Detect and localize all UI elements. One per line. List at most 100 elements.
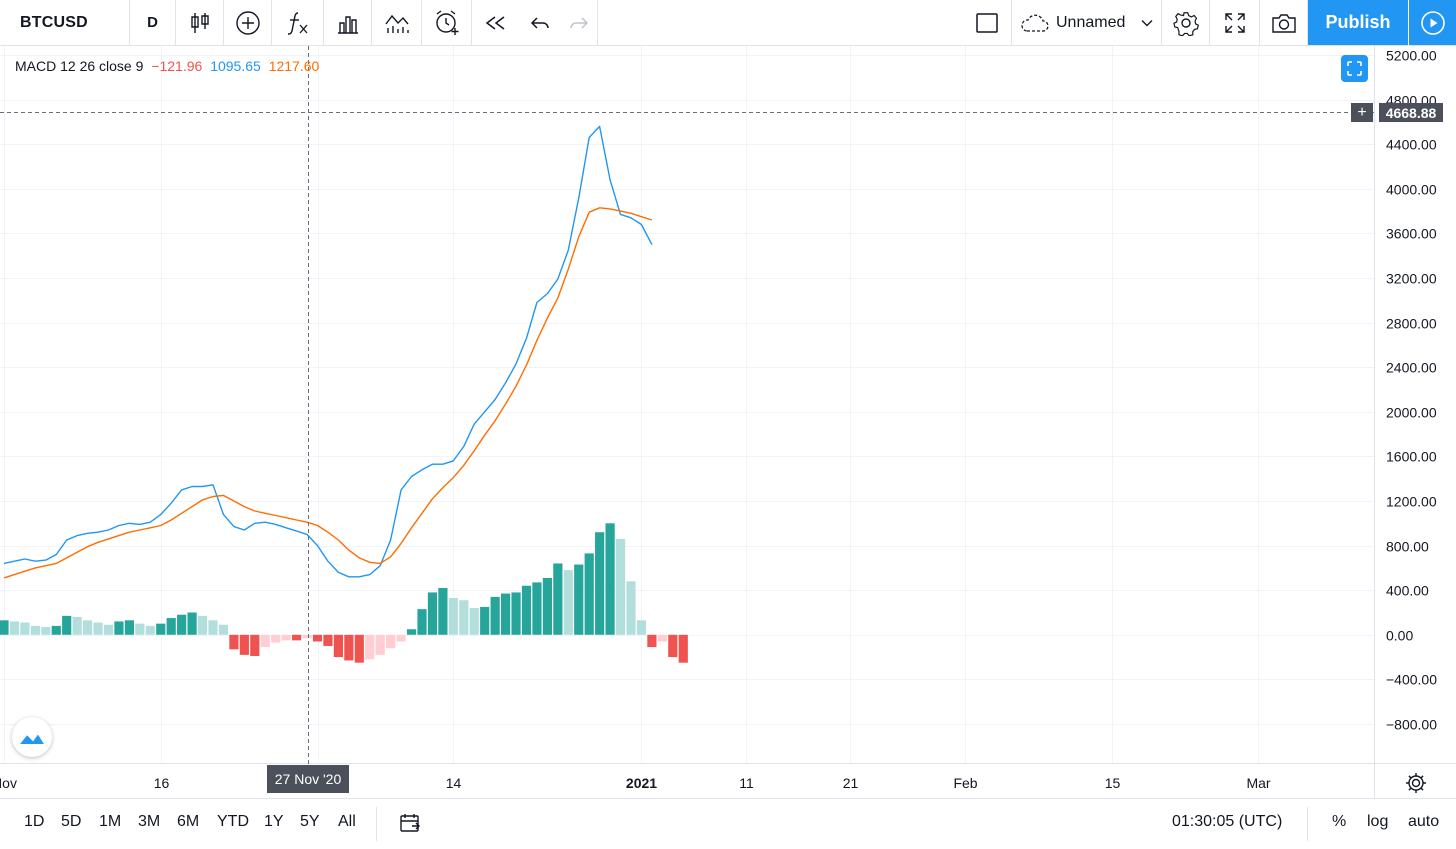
histogram-bar: [574, 564, 584, 635]
histogram-bar: [657, 634, 667, 642]
separator: [1307, 807, 1308, 841]
indicators-button[interactable]: [272, 0, 324, 45]
compare-icon: [235, 10, 260, 35]
histogram-bar: [260, 634, 270, 648]
snapshot-button[interactable]: [1260, 0, 1308, 45]
legend-signal-value: 1217.60: [268, 58, 320, 74]
time-axis[interactable]: Nov16Dec1420211121Feb15Mar: [0, 775, 1271, 791]
histogram-bars: [0, 523, 688, 663]
histogram-bar: [511, 592, 521, 635]
histogram-bar: [459, 600, 469, 635]
time-tick-label: 2021: [626, 775, 657, 791]
tradingview-logo[interactable]: [12, 717, 52, 757]
macd-chart[interactable]: 5200.004800.004400.004000.003600.003200.…: [0, 46, 1456, 798]
price-tick-label: 0.00: [1386, 628, 1413, 644]
histogram-bar: [668, 634, 678, 658]
price-tick-label: −800.00: [1386, 717, 1437, 733]
histogram-bar: [229, 634, 239, 650]
histogram-bar: [448, 598, 458, 635]
range-button-3m[interactable]: 3M: [138, 813, 161, 830]
indicator-legend[interactable]: MACD 12 26 close 9 −121.96 1095.65 1217.…: [15, 58, 323, 74]
fullscreen-icon: [1224, 12, 1245, 33]
maximize-pane-button[interactable]: [1341, 55, 1368, 82]
time-tick-label: 11: [739, 775, 754, 791]
histogram-bar: [135, 623, 145, 635]
histogram-bar: [250, 634, 260, 656]
histogram-bar: [145, 625, 155, 635]
interval-button[interactable]: D: [130, 0, 176, 45]
utc-clock[interactable]: 01:30:05 (UTC): [1172, 813, 1283, 830]
histogram-bar: [312, 634, 323, 642]
histogram-bar: [490, 596, 500, 635]
replay-icon: [485, 15, 505, 30]
price-tick-label: −400.00: [1386, 672, 1437, 688]
price-tick-label: 2400.00: [1386, 360, 1437, 376]
histogram-bar: [292, 634, 302, 641]
compare-button[interactable]: [224, 0, 272, 45]
templates-icon: [384, 14, 409, 33]
signal-line: [3, 207, 653, 579]
log-scale-button[interactable]: log: [1367, 813, 1389, 830]
redo-button[interactable]: [560, 0, 598, 45]
histogram-bar: [62, 615, 72, 635]
histogram-bar: [542, 577, 552, 635]
play-icon: [1420, 10, 1445, 35]
publish-button[interactable]: Publish: [1308, 0, 1408, 45]
price-tick-label: 3200.00: [1386, 271, 1437, 287]
range-button-ytd[interactable]: YTD: [217, 813, 249, 830]
time-tick-label: Mar: [1246, 775, 1270, 791]
histogram-bar: [636, 620, 647, 635]
alert-button[interactable]: [422, 0, 472, 45]
range-button-1m[interactable]: 1M: [99, 813, 122, 830]
range-button-6m[interactable]: 6M: [177, 813, 200, 830]
go-to-date-icon[interactable]: [399, 812, 421, 834]
range-button-1d[interactable]: 1D: [24, 813, 45, 830]
percent-scale-button[interactable]: %: [1332, 813, 1347, 830]
histogram-bar: [218, 624, 229, 635]
symbol-search-button[interactable]: BTCUSD: [0, 0, 130, 45]
histogram-bar: [51, 625, 61, 635]
price-tick-label: 5200.00: [1386, 48, 1437, 64]
add-alert-plus-button[interactable]: +: [1351, 103, 1373, 122]
range-button-all[interactable]: All: [338, 813, 356, 830]
range-button-1y[interactable]: 1Y: [264, 813, 284, 830]
legend-histogram-value: −121.96: [151, 58, 203, 74]
financials-icon: [337, 15, 358, 34]
financials-button[interactable]: [324, 0, 372, 45]
range-button-5d[interactable]: 5D: [61, 813, 82, 830]
histogram-bar: [553, 563, 563, 635]
alert-icon: [435, 9, 458, 35]
select-button[interactable]: [962, 0, 1012, 45]
undo-icon: [530, 16, 549, 29]
undo-button[interactable]: [520, 0, 560, 45]
histogram-bar: [480, 606, 490, 635]
replay-button[interactable]: [472, 0, 518, 45]
axis-settings-icon[interactable]: [1404, 771, 1428, 795]
histogram-bar: [0, 620, 9, 635]
histogram-bar: [83, 620, 93, 635]
crosshair: [0, 46, 1374, 764]
price-tick-label: 4000.00: [1386, 182, 1437, 198]
symbol-name: BTCUSD: [20, 13, 88, 31]
histogram-bar: [396, 634, 406, 642]
settings-button[interactable]: [1162, 0, 1210, 45]
price-tick-label: 2000.00: [1386, 405, 1437, 421]
histogram-bar: [271, 634, 281, 643]
histogram-bar: [197, 615, 208, 635]
histogram-bar: [103, 624, 114, 635]
crosshair-price-label: 4668.88: [1379, 103, 1443, 122]
bar-style-button[interactable]: [176, 0, 224, 45]
layout-menu-button[interactable]: Unnamed: [1012, 0, 1162, 45]
publish-menu-button[interactable]: [1409, 0, 1456, 45]
fullscreen-button[interactable]: [1210, 0, 1260, 45]
macd-lines: [3, 125, 653, 579]
histogram-bar: [386, 634, 396, 649]
price-axis[interactable]: 5200.004800.004400.004000.003600.003200.…: [1386, 48, 1437, 733]
templates-button[interactable]: [372, 0, 422, 45]
histogram-bar: [647, 634, 657, 648]
histogram-bar: [563, 570, 573, 635]
histogram-bar: [469, 608, 479, 635]
range-button-5y[interactable]: 5Y: [300, 813, 320, 830]
histogram-bar: [365, 634, 375, 660]
auto-scale-button[interactable]: auto: [1408, 813, 1440, 830]
